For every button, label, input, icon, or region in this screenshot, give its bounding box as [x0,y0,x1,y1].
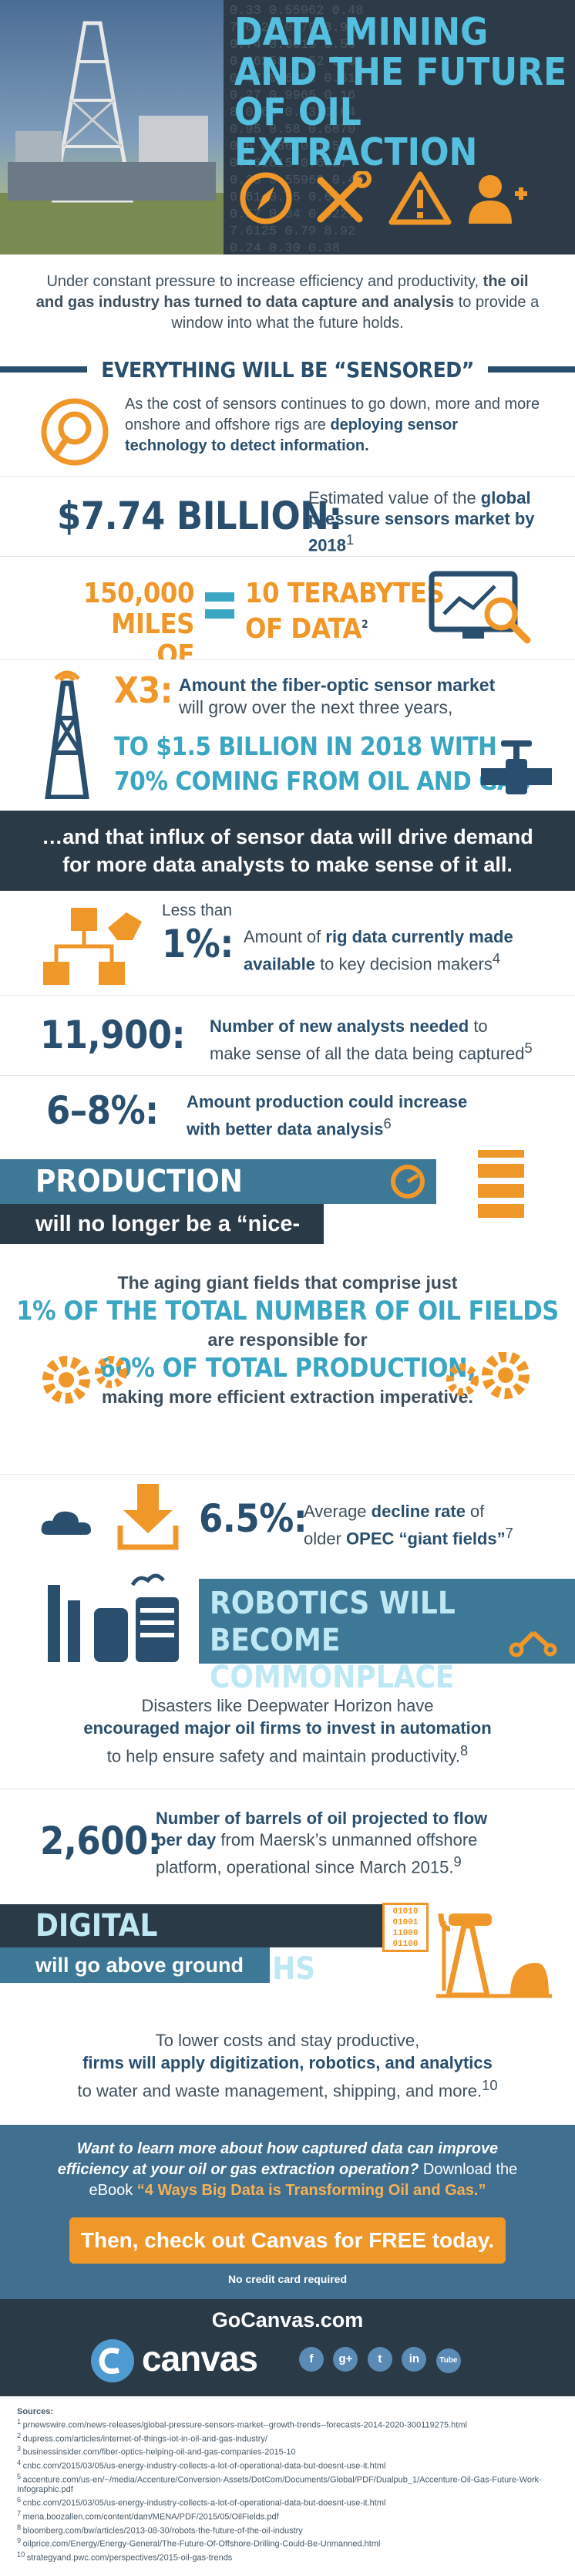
gauge-icon [390,1164,425,1199]
cloud-icon [40,1507,94,1538]
rig-data-stat: Less than 1%: Amount of rig data current… [0,891,575,996]
data-monitor-icon [429,569,536,646]
analysts-stat: 11,900: Number of new analysts needed to… [0,996,575,1076]
digital-subtitle: will go above ground [0,1947,270,1983]
google-plus-icon[interactable]: g+ [333,2347,358,2372]
intro-text: Under constant pressure to increase effi… [35,273,540,332]
warning-icon [388,171,452,225]
twitter-icon[interactable]: t [367,2347,392,2372]
gears-icon-right [441,1351,533,1406]
cta-question: Want to learn more about how captured da… [57,2140,518,2199]
fiber-x3: X3: [114,669,173,711]
production-increase-stat: 6–8%: Amount production could increase w… [0,1076,575,1150]
barrels-stat: 2,600: Number of barrels of oil projecte… [0,1789,575,1893]
derrick-icon [40,668,94,801]
robotics-paragraph: Disasters like Deepwater Horizon have en… [83,1696,492,1766]
source-item[interactable]: 2 dupress.com/articles/internet-of-thing… [17,2431,267,2444]
brand-bar: GoCanvas.com canvas f g+ t in Tube [0,2299,575,2396]
cta-button[interactable]: Then, check out Canvas for FREE today. [69,2217,506,2264]
production-increase-value: 6–8%: [46,1088,159,1133]
download-down-icon [116,1482,180,1552]
hierarchy-hand-icon [40,905,148,990]
user-add-icon [466,171,529,225]
robot-arm-icon [509,1623,558,1657]
sources-list: 1 prnewswire.com/news-releases/global-pr… [17,2417,558,2564]
pressure-value: $7.74 BILLION: [57,494,342,538]
sources-section: Sources: 1 prnewswire.com/news-releases/… [0,2396,575,2576]
no-credit-note: No credit card required [227,2273,348,2285]
sensored-banner: EVERYTHING WILL BE “SENSORED” [0,354,575,385]
pump-jack-icon [436,1906,552,1998]
tools-icon [311,170,375,225]
linkedin-icon[interactable]: in [402,2347,427,2372]
facebook-icon[interactable]: f [299,2347,324,2372]
source-item[interactable]: 10 strategyand.pwc.com/perspectives/2015… [17,2550,233,2563]
social-links: f g+ t in Tube [296,2347,464,2373]
sensored-section: As the cost of sensors continues to go d… [0,385,575,476]
youtube-icon[interactable]: Tube [435,2348,461,2373]
source-item[interactable]: 1 prnewswire.com/news-releases/global-pr… [17,2418,467,2430]
pressure-text: Estimated value of the global pressure s… [308,488,535,555]
fiber-big: TO $1.5 BILLION IN 2018 WITH 70% COMING … [114,731,537,796]
source-item[interactable]: 8 bloomberg.com/bw/articles/2013-08-30/r… [17,2523,303,2536]
fiber-stat: X3: Amount the fiber-optic sensor market… [0,659,575,811]
influx-banner: …and that influx of sensor data will dri… [0,811,575,891]
canvas-logo-icon [91,2339,134,2382]
digital-title: DIGITAL BREAKTHROUGHS [0,1904,382,1987]
source-item[interactable]: 7 mena.boozallen.com/content/dam/MENA/PD… [17,2509,279,2522]
barrels-value: 2,600: [40,1819,162,1863]
oil-rig-photo [0,0,224,255]
canvas-brand-name: canvas [142,2338,258,2379]
fiber-text: Amount the fiber-optic sensor market wil… [179,675,496,717]
decline-value: 6.5%: [199,1496,308,1541]
production-section: PRODUCTION OPTIMIZATION will no longer b… [0,1150,575,1474]
background-numbers: 0.33 0.55962 0.48 7.6125 0.79 8.92 0.74 … [230,4,364,255]
decline-text: Average decline rate of older OPEC “gian… [304,1502,513,1549]
source-item[interactable]: 6 cnbc.com/2015/03/05/us-energy-industry… [17,2496,386,2508]
analysts-text: Number of new analysts needed to make se… [210,1017,533,1064]
analysts-value: 11,900: [40,1013,186,1057]
source-item[interactable]: 4 cnbc.com/2015/03/05/us-energy-industry… [17,2458,386,2471]
sources-title: Sources: [17,2407,54,2416]
production-title: PRODUCTION OPTIMIZATION [0,1159,436,1244]
digital-section: DIGITAL BREAKTHROUGHS 010100100111000011… [0,1893,575,2125]
production-paragraph: The aging giant fields that comprise jus… [16,1273,559,1407]
up-arrow-icon [469,1150,533,1235]
decline-stat: 6.5%: Average decline rate of older OPEC… [0,1474,575,1563]
less-than-label: Less than [162,902,233,919]
source-item[interactable]: 9 oilprice.com/Energy/Energy-General/The… [17,2537,381,2549]
rig-data-value: 1%: [162,922,234,966]
robotics-section: ROBOTICS WILL BECOME COMMONPLACE Disaste… [0,1563,575,1789]
production-subtitle: will no longer be a “nice-to-have” [0,1204,324,1276]
source-item[interactable]: 3 businessinsider.com/fiber-optics-helpi… [17,2445,296,2457]
gears-icon-left [40,1352,133,1406]
cta-section: Want to learn more about how captured da… [0,2125,575,2396]
refinery-icon [40,1570,187,1662]
rig-data-text: Amount of rig data currently made availa… [244,927,513,974]
pipeline-terabytes: 10 TERABYTES OF DATA2 [245,578,445,645]
binary-chip: 01010 01001 11000 01100 [382,1903,429,1952]
site-link[interactable]: GoCanvas.com [211,2308,364,2332]
digital-paragraph: To lower costs and stay productive, firm… [77,2031,498,2101]
equals-icon [205,592,234,620]
production-increase-text: Amount production could increase with be… [187,1092,468,1139]
compass-icon [234,171,298,225]
pipe-valve-icon [478,737,555,799]
barrels-text: Number of barrels of oil projected to fl… [156,1809,488,1877]
sensored-text: As the cost of sensors continues to go d… [125,396,540,454]
pressure-stat: $7.74 BILLION: Estimated value of the gl… [0,476,575,556]
source-item[interactable]: 5 accenture.com/us-en/~/media/Accenture/… [17,2472,542,2495]
sensor-icon [40,397,109,467]
hero-title: DATA MINING AND THE FUTURE OF OIL EXTRAC… [234,10,567,174]
hero-header: 0.33 0.55962 0.48 7.6125 0.79 8.92 0.74 … [0,0,575,255]
